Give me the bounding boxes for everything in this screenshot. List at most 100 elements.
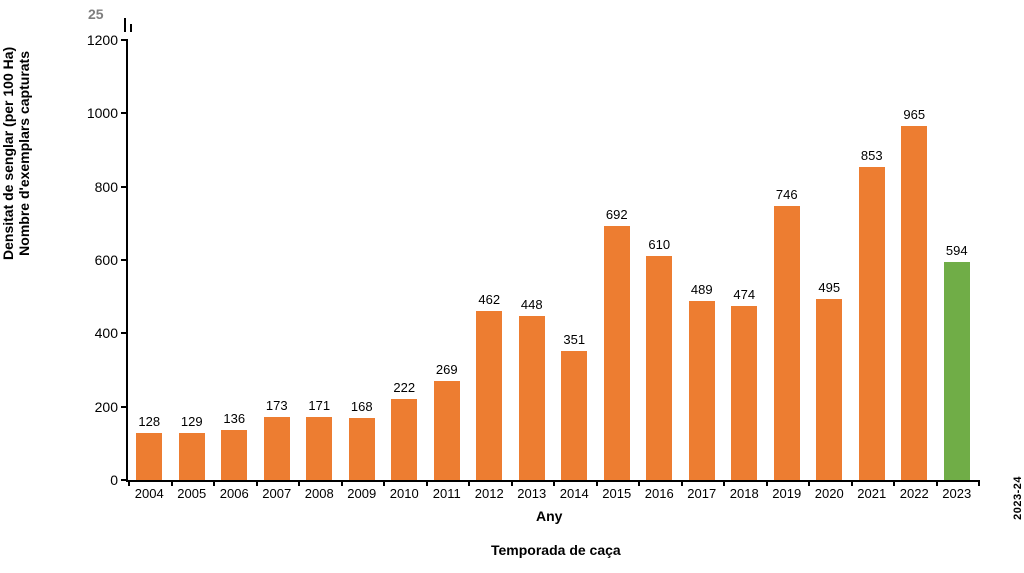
y-tick-label: 1000 <box>87 105 118 121</box>
bar: 610 <box>646 256 672 480</box>
bar: 222 <box>391 399 417 480</box>
x-tick-label: 2021 <box>857 486 886 501</box>
x-tick <box>128 480 130 486</box>
y-tick <box>121 39 128 41</box>
y-tick <box>121 259 128 261</box>
bar: 462 <box>476 311 502 480</box>
y-tick-label: 800 <box>95 179 118 195</box>
secondary-axis-top-number: 25 <box>88 6 104 22</box>
x-axis-title-primary: Any <box>536 508 562 524</box>
x-tick <box>893 480 895 486</box>
x-tick <box>383 480 385 486</box>
x-tick <box>553 480 555 486</box>
y-tick-label: 400 <box>95 325 118 341</box>
bar: 489 <box>689 301 715 480</box>
x-tick <box>766 480 768 486</box>
bar: 692 <box>604 226 630 480</box>
y-tick <box>121 479 128 481</box>
x-tick-label: 2006 <box>220 486 249 501</box>
x-tick <box>511 480 513 486</box>
x-tick-label: 2023 <box>942 486 971 501</box>
bar: 495 <box>816 299 842 481</box>
x-tick-label: 2005 <box>177 486 206 501</box>
bar-value-label: 746 <box>776 187 798 202</box>
x-tick-label: 2017 <box>687 486 716 501</box>
right-rotated-season-label: 2023-24 <box>1012 476 1024 520</box>
bar: 746 <box>774 206 800 480</box>
bar-value-label: 474 <box>733 287 755 302</box>
x-tick-label: 2012 <box>475 486 504 501</box>
bar-value-label: 351 <box>563 332 585 347</box>
bar-value-label: 692 <box>606 207 628 222</box>
x-tick-label: 2014 <box>560 486 589 501</box>
y-tick-label: 1200 <box>87 32 118 48</box>
bar-chart: 0200400600800100012001282004129200513620… <box>126 40 978 482</box>
y-tick <box>121 112 128 114</box>
bar: 269 <box>434 381 460 480</box>
bar-value-label: 222 <box>393 380 415 395</box>
bar: 594 <box>944 262 970 480</box>
bar: 448 <box>519 316 545 480</box>
x-tick <box>341 480 343 486</box>
x-tick-label: 2009 <box>347 486 376 501</box>
bar-value-label: 495 <box>818 280 840 295</box>
x-tick <box>171 480 173 486</box>
x-tick-label: 2013 <box>517 486 546 501</box>
x-tick <box>638 480 640 486</box>
bar: 173 <box>264 417 290 480</box>
y-tick <box>121 406 128 408</box>
bar: 853 <box>859 167 885 480</box>
x-tick-label: 2019 <box>772 486 801 501</box>
bar-value-label: 853 <box>861 148 883 163</box>
bar-value-label: 171 <box>308 398 330 413</box>
bar: 168 <box>349 418 375 480</box>
bar: 351 <box>561 351 587 480</box>
x-tick <box>808 480 810 486</box>
x-tick <box>978 480 980 486</box>
bar: 128 <box>136 433 162 480</box>
secondary-axis-tick-minor <box>130 24 132 32</box>
x-tick <box>681 480 683 486</box>
y-tick-label: 200 <box>95 399 118 415</box>
y-axis-title: Densitat de senglar (per 100 Ha) Nombre … <box>0 47 32 260</box>
bar-value-label: 594 <box>946 243 968 258</box>
bar: 965 <box>901 126 927 480</box>
x-tick <box>213 480 215 486</box>
x-tick-label: 2016 <box>645 486 674 501</box>
x-tick-label: 2004 <box>135 486 164 501</box>
x-tick-label: 2008 <box>305 486 334 501</box>
bar-value-label: 462 <box>478 292 500 307</box>
y-tick <box>121 332 128 334</box>
y-axis-title-line2: Nombre d'exemplars capturats <box>16 47 32 260</box>
x-tick-label: 2015 <box>602 486 631 501</box>
x-tick <box>851 480 853 486</box>
x-tick-label: 2022 <box>900 486 929 501</box>
x-tick <box>596 480 598 486</box>
bar-value-label: 610 <box>648 237 670 252</box>
bar-value-label: 136 <box>223 411 245 426</box>
x-tick <box>298 480 300 486</box>
bar-value-label: 269 <box>436 362 458 377</box>
bar: 136 <box>221 430 247 480</box>
x-tick <box>468 480 470 486</box>
bar-value-label: 448 <box>521 297 543 312</box>
bar: 474 <box>731 306 757 480</box>
bar-value-label: 173 <box>266 398 288 413</box>
bar: 171 <box>306 417 332 480</box>
x-tick-label: 2020 <box>815 486 844 501</box>
y-tick-label: 0 <box>110 472 118 488</box>
x-tick-label: 2011 <box>433 486 461 501</box>
x-tick <box>426 480 428 486</box>
y-axis-title-line1: Densitat de senglar (per 100 Ha) <box>0 47 16 260</box>
x-tick-label: 2007 <box>262 486 291 501</box>
x-tick-label: 2010 <box>390 486 419 501</box>
bar-value-label: 128 <box>138 414 160 429</box>
x-axis-title-secondary: Temporada de caça <box>491 542 621 558</box>
bar-value-label: 965 <box>903 107 925 122</box>
x-tick <box>723 480 725 486</box>
y-tick-label: 600 <box>95 252 118 268</box>
x-tick-label: 2018 <box>730 486 759 501</box>
bar-value-label: 489 <box>691 282 713 297</box>
x-tick <box>256 480 258 486</box>
y-tick <box>121 186 128 188</box>
